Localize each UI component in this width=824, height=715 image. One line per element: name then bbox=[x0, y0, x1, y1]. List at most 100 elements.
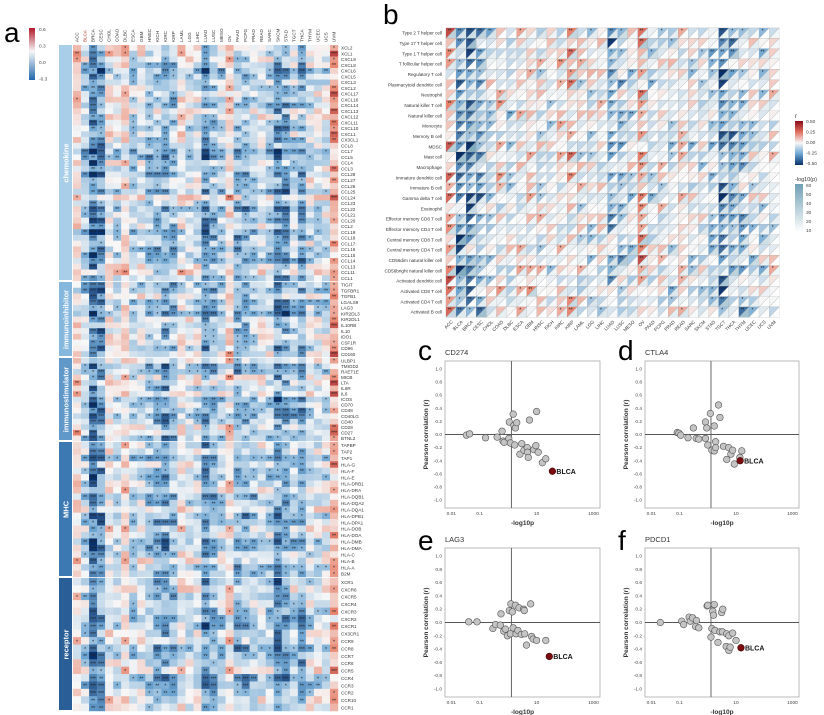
heatmap-cell bbox=[137, 369, 146, 375]
heatmap-cell bbox=[257, 316, 266, 323]
significance-stars: *** bbox=[275, 647, 281, 653]
heatmap-cell bbox=[81, 696, 90, 704]
heatmap-cell bbox=[249, 316, 258, 323]
heatmap-cell bbox=[201, 68, 210, 74]
heatmap-cell bbox=[329, 358, 339, 364]
heatmap-cell bbox=[201, 240, 210, 247]
heatmap-cell bbox=[137, 358, 146, 364]
significance-stars: ** bbox=[220, 625, 224, 631]
heatmap-cell bbox=[217, 73, 226, 80]
heatmap-cell bbox=[321, 257, 331, 264]
significance-stars: * bbox=[148, 92, 150, 98]
significance-stars: ** bbox=[284, 121, 288, 127]
significance-stars: * bbox=[333, 270, 335, 276]
heatmap-cell bbox=[233, 229, 242, 236]
heatmap-cell bbox=[129, 333, 138, 340]
heatmap-cell bbox=[225, 418, 234, 425]
heatmap-cell bbox=[265, 592, 274, 601]
heatmap-cell bbox=[281, 310, 291, 317]
heatmap-cell bbox=[241, 396, 250, 403]
column-label: MESO bbox=[219, 28, 224, 42]
heatmap-cell bbox=[217, 363, 226, 370]
heatmap-cell bbox=[321, 557, 331, 565]
row-label: CCL4 bbox=[341, 161, 353, 166]
heatmap-cell bbox=[313, 519, 323, 526]
significance-stars: * bbox=[277, 184, 279, 190]
heatmap-cell bbox=[185, 252, 194, 259]
heatmap-cell bbox=[209, 557, 218, 565]
heatmap-cell bbox=[81, 119, 90, 126]
heatmap-cell bbox=[73, 310, 82, 317]
heatmap-cell bbox=[297, 229, 307, 236]
heatmap-cell bbox=[265, 358, 274, 364]
heatmap-cell bbox=[281, 345, 291, 352]
heatmap-cell bbox=[161, 351, 170, 358]
heatmap-cell bbox=[201, 200, 210, 207]
heatmap-cell bbox=[177, 183, 186, 190]
heatmap-cell bbox=[169, 369, 178, 375]
significance-stars: ** bbox=[236, 318, 240, 324]
significance-stars: * bbox=[333, 359, 335, 365]
row-label: IL10RB bbox=[341, 323, 356, 328]
row-label: KIR2DL1 bbox=[341, 317, 360, 322]
heatmap-cell bbox=[153, 211, 162, 218]
heatmap-cell bbox=[297, 50, 307, 57]
heatmap-cell bbox=[169, 194, 178, 201]
significance-stars: * bbox=[237, 684, 239, 690]
heatmap-cell bbox=[89, 333, 98, 340]
significance-stars: ** bbox=[171, 236, 175, 242]
heatmap-cell bbox=[265, 252, 274, 259]
significance-stars: * bbox=[301, 230, 303, 236]
heatmap-cell bbox=[217, 125, 226, 132]
heatmap-cell bbox=[113, 637, 122, 645]
significance-stars: *** bbox=[98, 654, 104, 660]
heatmap-cell bbox=[233, 269, 242, 276]
significance-stars: ** bbox=[99, 676, 103, 682]
heatmap-cell bbox=[329, 402, 339, 408]
heatmap-cell bbox=[305, 564, 315, 571]
heatmap-cell bbox=[169, 73, 178, 80]
heatmap-cell bbox=[185, 310, 194, 317]
heatmap-cell bbox=[217, 525, 226, 533]
significance-stars: *** bbox=[203, 676, 209, 682]
significance-stars: ** bbox=[276, 242, 280, 248]
significance-stars: * bbox=[261, 259, 263, 265]
significance-stars: ** bbox=[99, 52, 103, 58]
significance-stars: *** bbox=[203, 190, 209, 196]
heatmap-cell bbox=[273, 310, 282, 317]
heatmap-cell bbox=[169, 328, 178, 335]
heatmap-cell bbox=[121, 600, 130, 608]
heatmap-cell bbox=[113, 108, 122, 115]
heatmap-cell bbox=[273, 345, 282, 352]
significance-stars: ** bbox=[252, 207, 256, 213]
heatmap-cell bbox=[193, 480, 202, 488]
heatmap-cell bbox=[193, 570, 202, 578]
heatmap-cell bbox=[321, 374, 331, 381]
heatmap-cell bbox=[305, 418, 315, 425]
significance-stars: * bbox=[140, 370, 142, 376]
heatmap-cell bbox=[177, 85, 186, 92]
heatmap-cell bbox=[161, 223, 170, 230]
heatmap-cell bbox=[313, 442, 323, 449]
significance-stars: * bbox=[132, 602, 134, 608]
heatmap-cell bbox=[321, 429, 331, 436]
heatmap-cell bbox=[241, 119, 250, 126]
heatmap-cell bbox=[81, 391, 90, 397]
significance-stars: * bbox=[132, 115, 134, 121]
heatmap-cell bbox=[297, 211, 307, 218]
heatmap-cell bbox=[105, 96, 114, 103]
heatmap-cell bbox=[121, 108, 130, 115]
significance-stars: * bbox=[188, 312, 190, 318]
heatmap-cell bbox=[289, 183, 299, 190]
heatmap-cell bbox=[121, 229, 130, 236]
heatmap-cell bbox=[105, 487, 114, 494]
heatmap-cell bbox=[265, 108, 274, 115]
heatmap-cell bbox=[105, 666, 114, 675]
heatmap-cell bbox=[121, 240, 130, 247]
heatmap-cell bbox=[225, 299, 234, 306]
heatmap-cell bbox=[121, 183, 130, 190]
heatmap-cell bbox=[73, 551, 82, 558]
significance-stars: * bbox=[172, 572, 174, 578]
heatmap-cell bbox=[193, 45, 202, 51]
significance-stars: * bbox=[205, 329, 207, 335]
